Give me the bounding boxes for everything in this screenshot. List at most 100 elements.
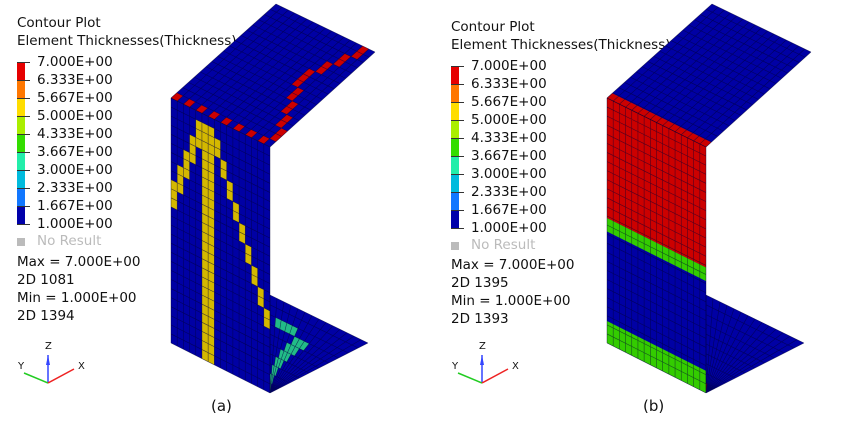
thick-element-red [303, 68, 316, 77]
thick-element-red [208, 111, 221, 120]
thick-element-yellow [201, 222, 209, 235]
thick-element-yellow [201, 140, 209, 153]
thick-element-teal [279, 320, 287, 332]
thick-element-yellow [226, 189, 233, 202]
legend-band [17, 62, 25, 80]
thick-element-yellow [208, 243, 215, 256]
thick-element-yellow [183, 158, 190, 171]
legend-label: 3.000E+00 [37, 162, 113, 178]
thick-element-yellow [239, 231, 246, 244]
plot-title: Contour Plot [451, 19, 535, 35]
thick-element-yellow [263, 307, 270, 321]
thick-element-red [338, 53, 351, 62]
legend-band [17, 206, 25, 224]
legend-label: 4.333E+00 [471, 130, 547, 146]
thick-element-yellow [208, 225, 215, 238]
thick-element-yellow [208, 252, 215, 265]
thick-element-yellow [208, 125, 215, 138]
thick-element-teal [284, 352, 291, 363]
thick-element-teal [274, 366, 279, 377]
legend-tick [17, 62, 30, 63]
thick-element-yellow [177, 164, 184, 177]
legend-band [451, 84, 459, 102]
x-axis-label: X [78, 361, 85, 372]
thick-element-red [315, 66, 328, 75]
thick-element-yellow [201, 304, 209, 317]
thick-element-yellow [201, 213, 209, 226]
legend-band [451, 156, 459, 174]
thick-element-yellow [201, 122, 209, 135]
legend-band [17, 98, 25, 116]
legend-tick [451, 192, 464, 193]
thick-element-teal [291, 336, 300, 347]
thick-element-yellow [245, 243, 252, 257]
thick-element-yellow [201, 167, 209, 180]
thick-element-yellow [201, 176, 209, 190]
legend-tick [17, 98, 30, 99]
thick-element-yellow [201, 349, 209, 362]
thick-element-yellow [232, 201, 240, 214]
legend-tick [451, 138, 464, 139]
mesh-lines [705, 294, 805, 394]
thick-element-yellow [208, 179, 215, 193]
y-axis-icon [457, 372, 483, 384]
legend-label: 1.000E+00 [471, 220, 547, 236]
thick-element-yellow [195, 119, 202, 132]
thick-element-yellow [208, 279, 215, 293]
thick-element-yellow [208, 261, 215, 274]
thick-element-yellow [177, 173, 184, 186]
legend-tick [451, 156, 464, 157]
legend-tick [451, 228, 464, 229]
legend-tick [17, 134, 30, 135]
legend-tick [17, 80, 30, 81]
legend-label: 7.000E+00 [471, 58, 547, 74]
legend-band [451, 102, 459, 120]
thick-element-red [275, 119, 288, 129]
thick-element-yellow [208, 298, 215, 311]
thick-element-yellow [201, 158, 209, 171]
thick-element-yellow [208, 134, 215, 147]
thick-element-yellow [201, 240, 209, 253]
caption: (a) [211, 397, 232, 415]
thick-element-yellow [177, 182, 184, 195]
legend-label: 3.667E+00 [471, 148, 547, 164]
max-element: 2D 1081 [17, 272, 75, 288]
legend-tick [17, 206, 30, 207]
thick-element-teal [299, 341, 310, 351]
thick-element-yellow [257, 295, 264, 308]
no-result-label: No Result [37, 233, 102, 249]
legend-label: 7.000E+00 [37, 54, 113, 70]
thick-element-yellow [201, 204, 209, 217]
thick-element-yellow [214, 146, 221, 159]
thick-element-yellow [208, 316, 215, 329]
thick-element-red [286, 100, 299, 110]
thick-element-yellow [208, 352, 215, 365]
thick-element-yellow [201, 249, 209, 262]
thick-element-teal [291, 346, 300, 356]
no-result-swatch [17, 238, 25, 246]
z-axis-label: Z [45, 341, 52, 352]
caption: (b) [643, 397, 665, 415]
thick-element-yellow [201, 322, 209, 335]
thick-element-yellow [208, 289, 215, 302]
y-axis-label: Y [17, 361, 25, 372]
thick-element-yellow [201, 340, 209, 353]
legend-label: 2.333E+00 [37, 180, 113, 196]
legend-label: 3.000E+00 [471, 166, 547, 182]
thick-element-yellow [201, 267, 209, 280]
legend-band [17, 116, 25, 134]
contour-panel-b: Contour Plot Element Thicknesses(Thickne… [434, 0, 862, 424]
thick-element-yellow [251, 274, 258, 287]
thick-element-red [257, 135, 270, 144]
legend-tick [17, 170, 30, 171]
legend-label: 1.667E+00 [471, 202, 547, 218]
min-value: Min = 1.000E+00 [17, 290, 137, 306]
thick-element-yellow [195, 137, 202, 150]
thick-element-yellow [239, 222, 246, 235]
legend-label: 1.667E+00 [37, 198, 113, 214]
legend-tick [451, 66, 464, 67]
thick-element-yellow [208, 161, 215, 174]
legend-tick [451, 84, 464, 85]
legend-label: 4.333E+00 [37, 126, 113, 142]
thick-element-yellow [232, 210, 240, 223]
